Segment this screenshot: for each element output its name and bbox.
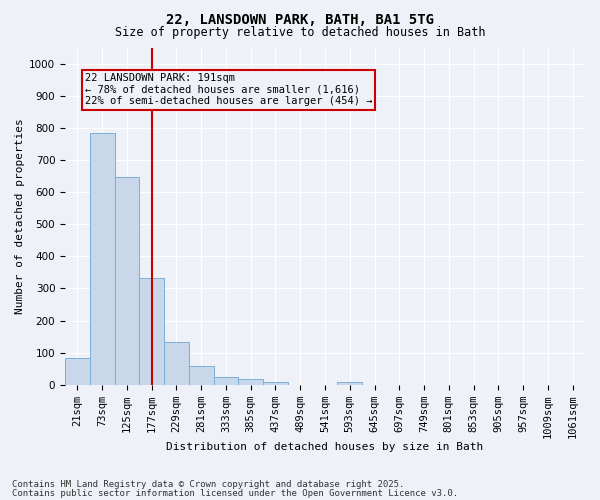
Text: Contains HM Land Registry data © Crown copyright and database right 2025.: Contains HM Land Registry data © Crown c… <box>12 480 404 489</box>
Bar <box>164 342 189 385</box>
Bar <box>263 382 288 385</box>
Bar <box>189 366 214 385</box>
Text: 22 LANSDOWN PARK: 191sqm
← 78% of detached houses are smaller (1,616)
22% of sem: 22 LANSDOWN PARK: 191sqm ← 78% of detach… <box>85 73 373 106</box>
Bar <box>90 134 115 385</box>
Bar <box>238 379 263 385</box>
Bar <box>337 382 362 385</box>
Bar <box>115 176 139 385</box>
Bar <box>65 358 90 385</box>
Text: 22, LANSDOWN PARK, BATH, BA1 5TG: 22, LANSDOWN PARK, BATH, BA1 5TG <box>166 12 434 26</box>
Bar <box>214 378 238 385</box>
Text: Contains public sector information licensed under the Open Government Licence v3: Contains public sector information licen… <box>12 488 458 498</box>
X-axis label: Distribution of detached houses by size in Bath: Distribution of detached houses by size … <box>166 442 484 452</box>
Text: Size of property relative to detached houses in Bath: Size of property relative to detached ho… <box>115 26 485 39</box>
Bar <box>139 278 164 385</box>
Y-axis label: Number of detached properties: Number of detached properties <box>15 118 25 314</box>
